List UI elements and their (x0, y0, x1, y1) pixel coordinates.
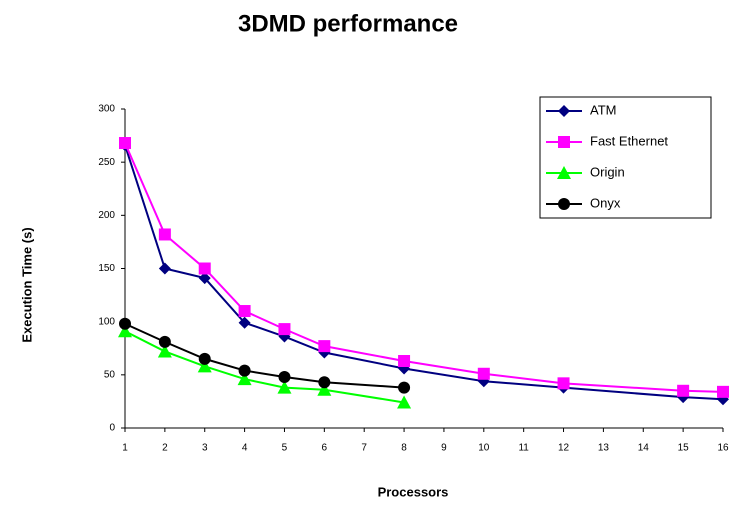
marker (677, 384, 690, 397)
marker (158, 228, 171, 241)
x-tick-label: 2 (162, 443, 168, 454)
marker (398, 381, 411, 394)
x-tick-label: 6 (322, 443, 328, 454)
x-tick-label: 15 (678, 443, 690, 454)
x-tick-label: 5 (282, 443, 288, 454)
y-tick-label: 200 (98, 210, 115, 221)
y-axis-title: Execution Time (s) (19, 227, 34, 342)
marker (277, 380, 292, 394)
marker (238, 305, 251, 318)
x-tick-label: 14 (638, 443, 650, 454)
marker (477, 367, 490, 380)
x-tick-label: 12 (558, 443, 570, 454)
marker (198, 262, 211, 275)
marker (157, 344, 172, 358)
marker (717, 385, 729, 398)
marker (397, 395, 412, 409)
y-tick-label: 50 (104, 369, 116, 380)
marker (118, 324, 132, 338)
marker (198, 352, 211, 365)
marker (558, 198, 570, 210)
marker (238, 364, 251, 377)
chart-title: 3DMD performance (238, 10, 458, 37)
y-tick-label: 100 (98, 316, 115, 327)
marker (278, 370, 291, 383)
marker (158, 262, 171, 275)
x-tick-label: 3 (202, 443, 208, 454)
marker (398, 355, 411, 368)
legend-label: Origin (590, 164, 625, 179)
marker (119, 137, 131, 150)
y-tick-label: 0 (109, 423, 115, 434)
marker (119, 317, 131, 330)
x-tick-label: 7 (361, 443, 367, 454)
x-tick-label: 10 (478, 443, 490, 454)
x-tick-label: 9 (441, 443, 447, 454)
marker (317, 382, 332, 396)
marker (237, 372, 252, 386)
x-tick-label: 4 (242, 443, 248, 454)
legend-label: Onyx (590, 195, 621, 210)
marker (558, 105, 570, 117)
marker (558, 136, 570, 148)
marker (238, 316, 251, 329)
legend-label: Fast Ethernet (590, 133, 668, 148)
marker (557, 377, 570, 390)
y-tick-label: 300 (98, 104, 115, 115)
marker (158, 335, 171, 348)
x-tick-label: 16 (717, 443, 729, 454)
legend-box (539, 96, 712, 219)
marker (197, 359, 212, 373)
x-tick-label: 11 (518, 443, 529, 454)
legend-label: ATM (590, 102, 616, 117)
y-tick-label: 150 (98, 263, 115, 274)
marker (278, 323, 291, 336)
x-tick-label: 13 (598, 443, 610, 454)
marker (318, 376, 331, 389)
x-tick-label: 8 (401, 443, 407, 454)
x-axis-title: Processors (378, 484, 449, 499)
x-tick-label: 1 (122, 443, 128, 454)
y-tick-label: 250 (98, 157, 115, 168)
marker (318, 340, 331, 353)
marker (557, 166, 571, 179)
marker (198, 272, 211, 285)
